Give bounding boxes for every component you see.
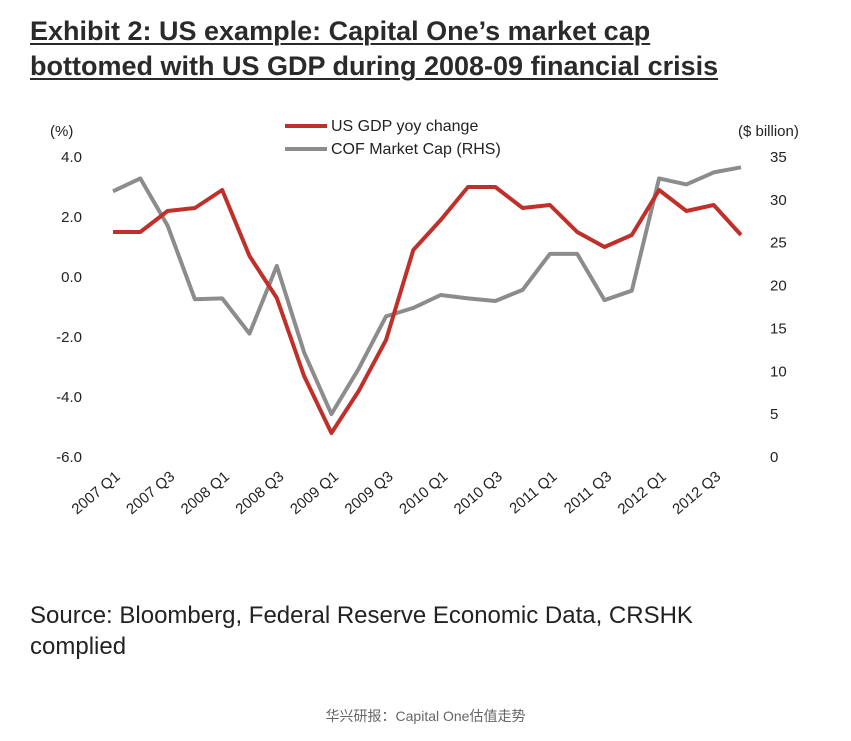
right-tick-label: 35 bbox=[770, 149, 787, 166]
left-axis-unit: (%) bbox=[50, 123, 73, 140]
source-line-2: complied bbox=[30, 633, 127, 660]
right-tick-label: 25 bbox=[770, 235, 787, 252]
x-tick-label: 2012 Q3 bbox=[669, 468, 724, 518]
chart-title: Exhibit 2: US example: Capital One’s mar… bbox=[30, 14, 830, 84]
left-tick-label: 2.0 bbox=[61, 209, 82, 226]
left-tick-label: -6.0 bbox=[56, 449, 82, 466]
source-note: Source: Bloomberg, Federal Reserve Econo… bbox=[30, 600, 830, 662]
source-line-1: Source: Bloomberg, Federal Reserve Econo… bbox=[30, 602, 693, 629]
x-tick-label: 2008 Q1 bbox=[178, 468, 233, 518]
cof-market-cap-line bbox=[112, 165, 742, 417]
series-lines bbox=[112, 165, 743, 435]
right-axis-ticks: 35 30 25 20 15 10 5 0 bbox=[770, 149, 787, 466]
right-tick-label: 15 bbox=[770, 320, 787, 337]
right-tick-label: 20 bbox=[770, 278, 787, 295]
x-tick-label: 2009 Q1 bbox=[287, 468, 342, 518]
right-tick-label: 5 bbox=[770, 406, 778, 423]
x-tick-label: 2009 Q3 bbox=[342, 468, 397, 518]
left-tick-label: 4.0 bbox=[61, 149, 82, 166]
x-tick-label: 2010 Q1 bbox=[396, 468, 451, 518]
line-chart: 4.0 2.0 0.0 -2.0 -4.0 -6.0 35 30 25 20 15 10 5 0 200… bbox=[50, 118, 799, 518]
legend-label-cof: COF Market Cap (RHS) bbox=[331, 141, 501, 158]
x-tick-label: 2007 Q3 bbox=[123, 468, 178, 518]
chart-title-line-1: Exhibit 2: US example: Capital One’s mar… bbox=[30, 16, 651, 46]
x-tick-label: 2007 Q1 bbox=[69, 468, 124, 518]
image-caption: 华兴研报：Capital One估值走势 bbox=[325, 708, 526, 724]
x-tick-label: 2012 Q1 bbox=[615, 468, 670, 518]
us-gdp-line bbox=[113, 185, 743, 435]
x-tick-label: 2008 Q3 bbox=[232, 468, 287, 518]
x-tick-label: 2010 Q3 bbox=[451, 468, 506, 518]
right-tick-label: 30 bbox=[770, 192, 787, 209]
chart-title-line-2: bottomed with US GDP during 2008-09 fina… bbox=[30, 51, 719, 81]
x-tick-label: 2011 Q1 bbox=[506, 468, 560, 517]
left-tick-label: -4.0 bbox=[56, 389, 82, 406]
left-axis-ticks: 4.0 2.0 0.0 -2.0 -4.0 -6.0 bbox=[56, 149, 82, 466]
x-tick-label: 2011 Q3 bbox=[561, 468, 615, 517]
x-axis-ticks: 2007 Q1 2007 Q3 2008 Q1 2008 Q3 2009 Q1 2009 … bbox=[69, 468, 725, 518]
left-tick-label: -2.0 bbox=[56, 329, 82, 346]
right-axis-unit: ($ billion) bbox=[738, 123, 799, 140]
right-tick-label: 0 bbox=[770, 449, 778, 466]
legend-label-gdp: US GDP yoy change bbox=[331, 118, 478, 135]
right-tick-label: 10 bbox=[770, 363, 787, 380]
left-tick-label: 0.0 bbox=[61, 269, 82, 286]
legend: US GDP yoy change COF Market Cap (RHS) bbox=[285, 118, 501, 158]
